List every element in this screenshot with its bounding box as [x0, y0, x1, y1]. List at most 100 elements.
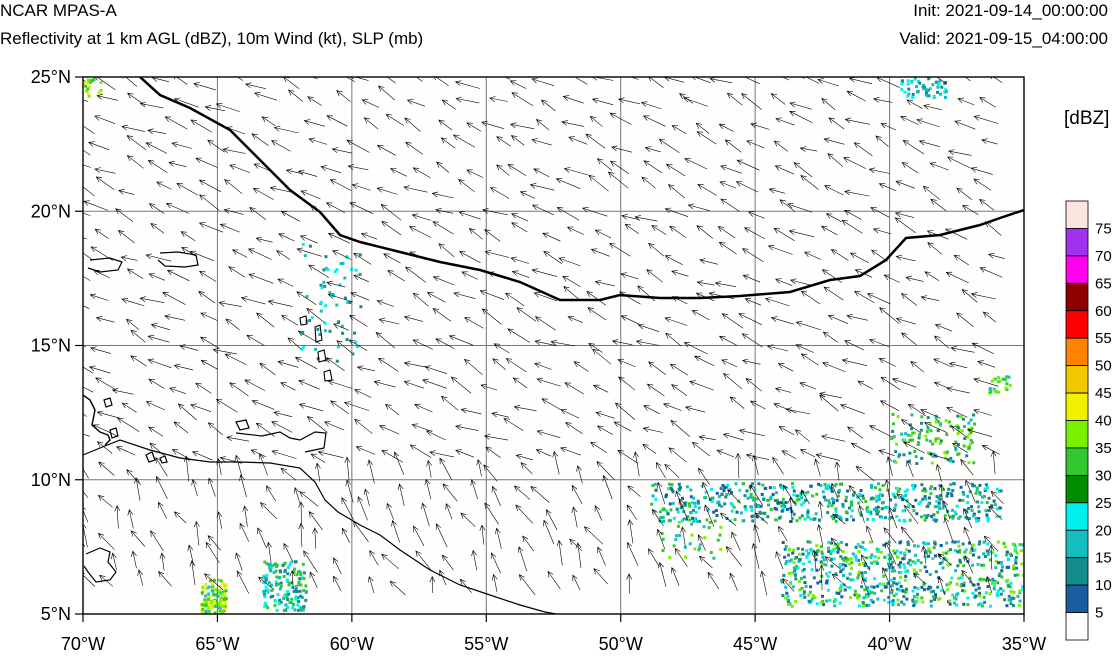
- wind-arrow: [820, 225, 838, 236]
- reflectivity-cell: [848, 585, 852, 589]
- wind-arrow: [484, 502, 499, 525]
- wind-arrow: [255, 236, 273, 243]
- reflectivity-cell: [849, 578, 853, 582]
- reflectivity-cell: [204, 603, 208, 607]
- reflectivity-cell: [917, 436, 921, 440]
- reflectivity-cell: [951, 489, 955, 492]
- reflectivity-cell: [670, 488, 674, 492]
- wind-arrow: [726, 92, 743, 106]
- reflectivity-cell: [319, 309, 323, 313]
- wind-arrow: [827, 314, 849, 324]
- reflectivity-cell: [693, 505, 697, 508]
- wind-arrow: [139, 296, 165, 303]
- reflectivity-cell: [731, 503, 734, 507]
- reflectivity-cell: [898, 518, 901, 522]
- reflectivity-cell: [943, 451, 947, 455]
- reflectivity-cell: [222, 609, 226, 613]
- reflectivity-cell: [833, 604, 837, 608]
- reflectivity-cell: [853, 589, 857, 593]
- reflectivity-cell: [992, 377, 996, 381]
- reflectivity-cell: [911, 589, 915, 593]
- reflectivity-cell: [870, 591, 874, 594]
- reflectivity-cell: [302, 571, 306, 575]
- reflectivity-cell: [331, 294, 335, 297]
- reflectivity-cell: [875, 499, 879, 503]
- island-gulf: [83, 547, 117, 583]
- reflectivity-cell: [209, 601, 213, 605]
- wind-arrow: [536, 377, 561, 387]
- reflectivity-cell: [810, 568, 814, 572]
- wind-arrow: [244, 379, 266, 391]
- reflectivity-cell: [791, 482, 794, 486]
- reflectivity-cell: [918, 81, 922, 85]
- wind-arrow: [772, 456, 784, 475]
- wind-arrow: [531, 204, 554, 216]
- reflectivity-cell: [922, 87, 926, 91]
- reflectivity-cell: [961, 429, 964, 433]
- wind-arrow: [665, 163, 686, 177]
- reflectivity-cell: [936, 510, 940, 514]
- reflectivity-cell: [224, 583, 228, 586]
- reflectivity-cell: [940, 588, 944, 592]
- wind-arrow: [719, 181, 737, 189]
- reflectivity-cell: [901, 589, 905, 593]
- reflectivity-cell: [1005, 382, 1009, 386]
- wind-arrow: [988, 252, 1005, 259]
- wind-arrow: [883, 274, 900, 283]
- wind-arrow: [298, 402, 324, 412]
- wind-arrow: [376, 299, 394, 307]
- wind-arrow: [643, 405, 660, 415]
- reflectivity-cell: [206, 597, 210, 601]
- reflectivity-cell: [1018, 543, 1022, 547]
- reflectivity-cell: [692, 496, 695, 500]
- wind-arrow: [463, 358, 483, 376]
- wind-arrow: [575, 542, 582, 568]
- wind-arrow: [766, 344, 789, 352]
- wind-arrow: [722, 373, 743, 390]
- lat-label: 5°N: [41, 604, 71, 624]
- wind-arrow: [258, 453, 268, 476]
- reflectivity-cell: [700, 484, 704, 488]
- reflectivity-cell: [781, 497, 785, 501]
- colorbar-swatch: [1065, 612, 1089, 641]
- reflectivity-cell: [755, 497, 759, 501]
- reflectivity-cell: [780, 509, 784, 513]
- reflectivity-cell: [915, 596, 919, 600]
- reflectivity-cell: [812, 576, 816, 580]
- wind-arrow: [258, 576, 275, 591]
- colorbar-swatch: [1065, 200, 1089, 229]
- reflectivity-cell: [860, 571, 864, 575]
- wind-arrow: [590, 441, 608, 454]
- reflectivity-cell: [967, 421, 971, 425]
- wind-arrow: [237, 77, 244, 81]
- wind-arrow: [819, 394, 839, 412]
- reflectivity-cell: [979, 602, 983, 606]
- reflectivity-cell: [926, 451, 930, 455]
- reflectivity-cell: [308, 319, 312, 323]
- wind-arrow: [424, 478, 432, 500]
- wind-arrow: [678, 498, 689, 521]
- reflectivity-cell: [795, 498, 799, 502]
- wind-arrow: [642, 115, 666, 127]
- wind-arrow: [280, 382, 296, 391]
- reflectivity-cell: [722, 489, 726, 493]
- island-puerto-rico: [87, 257, 123, 273]
- wind-arrow: [513, 485, 531, 500]
- wind-arrow: [455, 96, 480, 104]
- reflectivity-cell: [1009, 602, 1013, 606]
- wind-arrow: [207, 535, 222, 551]
- reflectivity-cell: [842, 558, 846, 562]
- colorbar-boxes: [1065, 200, 1089, 641]
- reflectivity-cell: [976, 582, 980, 586]
- reflectivity-cell: [906, 82, 910, 86]
- reflectivity-cell: [286, 598, 290, 602]
- reflectivity-cell: [279, 581, 283, 585]
- wind-arrow: [489, 187, 510, 199]
- wind-arrow: [482, 208, 508, 216]
- wind-arrow: [426, 459, 433, 478]
- wind-arrow: [149, 442, 165, 457]
- wind-arrow: [662, 402, 682, 411]
- reflectivity-cell: [852, 518, 855, 522]
- reflectivity-cell: [865, 604, 869, 607]
- reflectivity-cell: [942, 551, 946, 555]
